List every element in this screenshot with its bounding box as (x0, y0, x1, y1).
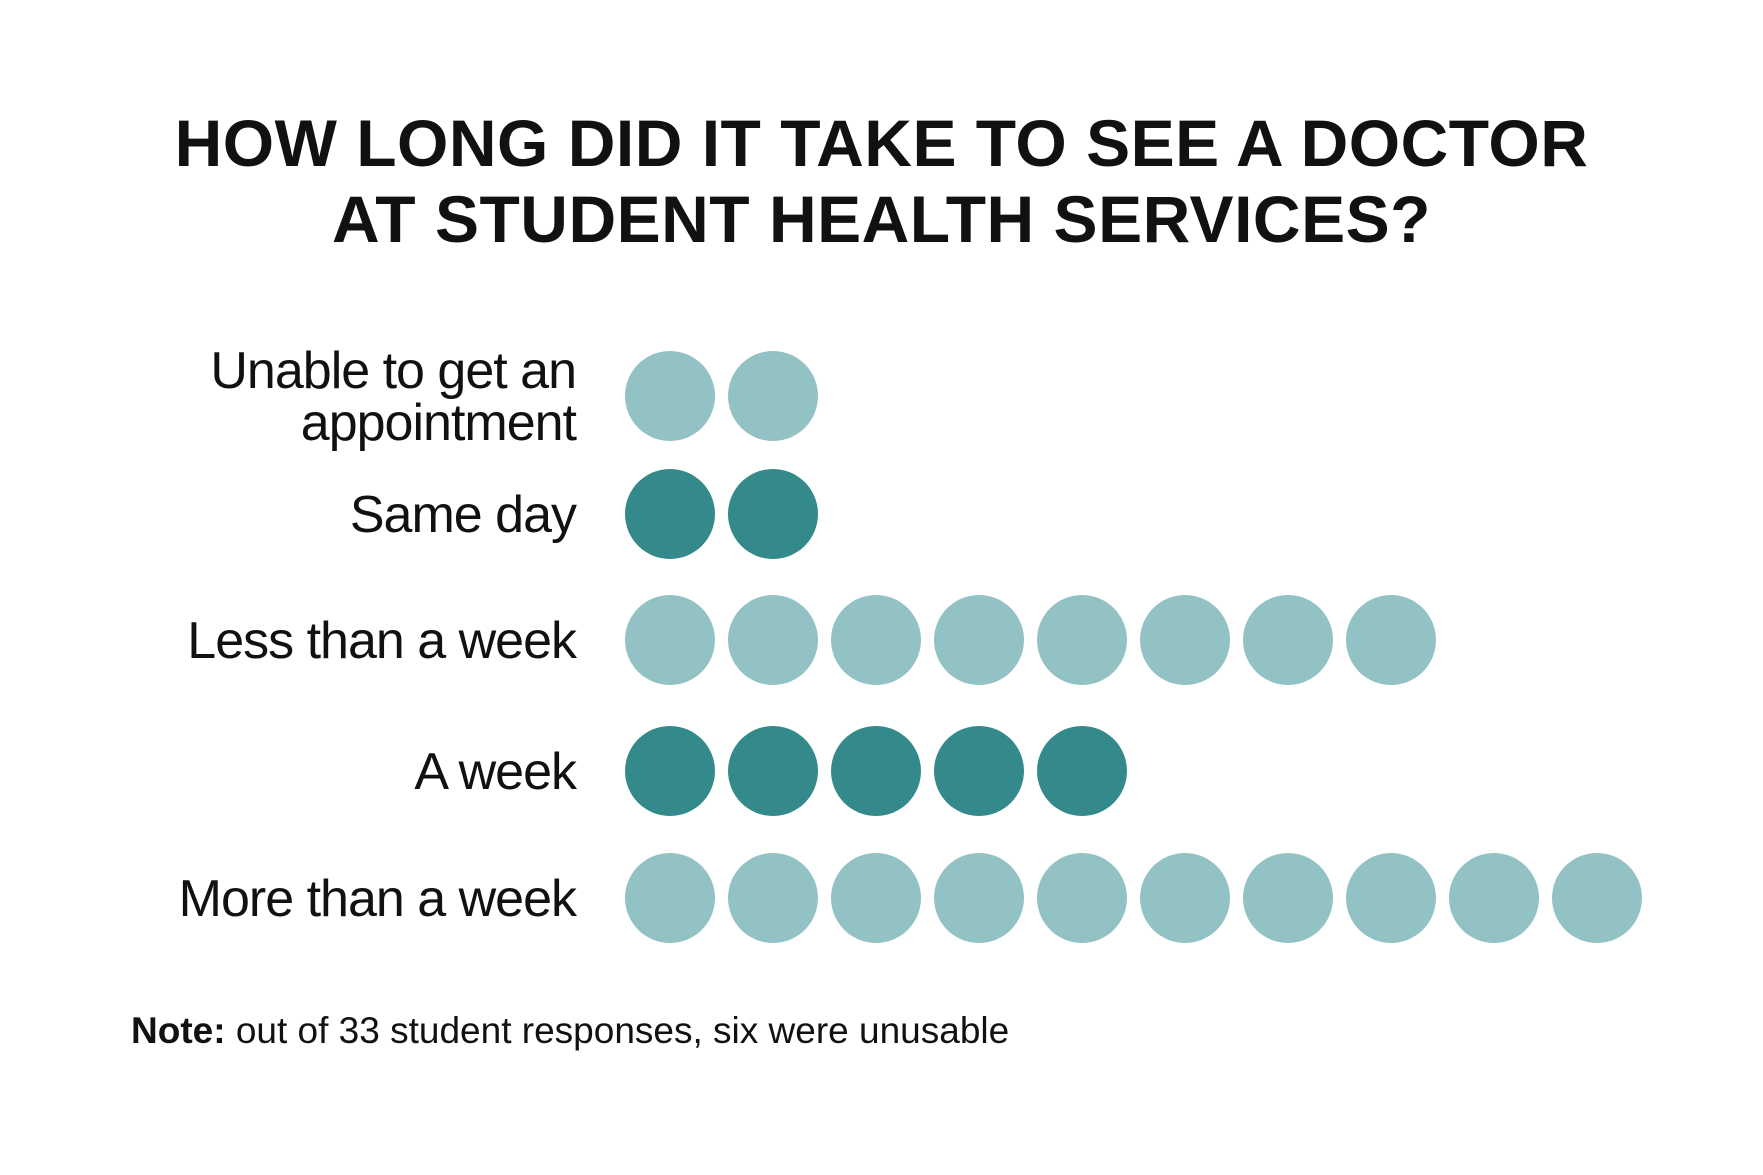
dot-row-2-5 (1140, 595, 1230, 685)
note-text: out of 33 student responses, six were un… (225, 1010, 1010, 1051)
dot-row-2-6 (1243, 595, 1333, 685)
dot-row-4-3 (934, 853, 1024, 943)
row-label-0-line-1: appointment (301, 394, 578, 452)
dot-row-4-8 (1449, 853, 1539, 943)
dot-row-3-0 (625, 726, 715, 816)
dot-row-4-7 (1346, 853, 1436, 943)
dot-row-2-2 (831, 595, 921, 685)
dot-row-2-0 (625, 595, 715, 685)
dot-row-4-5 (1140, 853, 1230, 943)
row-label-1-line-0: Same day (350, 486, 577, 544)
dot-row-4-4 (1037, 853, 1127, 943)
dot-row-3-3 (934, 726, 1024, 816)
dot-row-1-0 (625, 469, 715, 559)
dot-row-2-3 (934, 595, 1024, 685)
row-label-4: More than a week (179, 870, 578, 928)
chart-title-line-2: AT STUDENT HEALTH SERVICES? (332, 182, 1431, 256)
dot-row-2-7 (1346, 595, 1436, 685)
dot-row-4-0 (625, 853, 715, 943)
dot-row-0-0 (625, 351, 715, 441)
dot-row-3-2 (831, 726, 921, 816)
dot-row-2-1 (728, 595, 818, 685)
dot-row-1-1 (728, 469, 818, 559)
row-label-3: A week (414, 743, 578, 801)
row-label-0: Unable to get an appointment (210, 342, 577, 452)
dot-row-3-4 (1037, 726, 1127, 816)
dot-row-0-1 (728, 351, 818, 441)
dot-row-4-1 (728, 853, 818, 943)
row-label-1: Same day (350, 486, 577, 544)
dot-row-4-6 (1243, 853, 1333, 943)
chart-note: Note: out of 33 student responses, six w… (131, 1010, 1009, 1052)
row-label-4-line-0: More than a week (179, 870, 578, 928)
chart-title: HOW LONG DID IT TAKE TO SEE A DOCTOR AT … (0, 105, 1763, 257)
dot-row-3-1 (728, 726, 818, 816)
dot-row-4-9 (1552, 853, 1642, 943)
row-label-3-line-0: A week (414, 743, 578, 801)
dot-row-2-4 (1037, 595, 1127, 685)
dot-row-4-2 (831, 853, 921, 943)
note-label: Note: (131, 1010, 226, 1051)
chart-title-line-1: HOW LONG DID IT TAKE TO SEE A DOCTOR (174, 106, 1589, 180)
row-label-2: Less than a week (187, 612, 578, 670)
row-label-0-line-0: Unable to get an (210, 342, 576, 400)
row-label-2-line-0: Less than a week (187, 612, 578, 670)
